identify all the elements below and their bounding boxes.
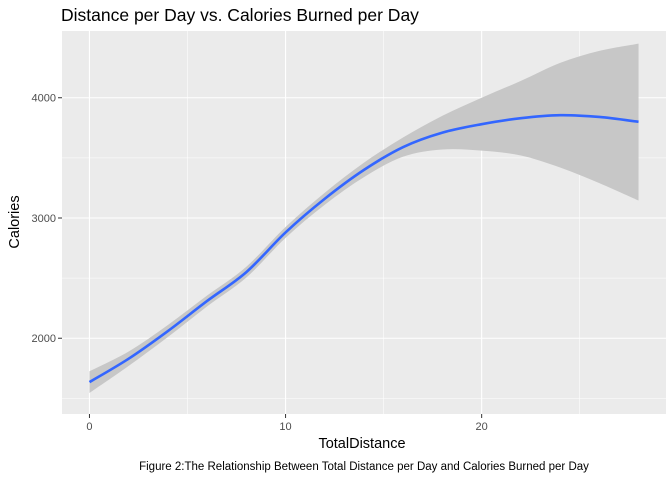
x-axis-label: TotalDistance xyxy=(318,436,405,452)
x-tick-label: 10 xyxy=(279,421,291,433)
chart-title: Distance per Day vs. Calories Burned per… xyxy=(61,5,419,25)
figure-caption: Figure 2:The Relationship Between Total … xyxy=(139,461,589,473)
smooth-line xyxy=(88,113,639,384)
y-axis-ticks: 2000 3000 4000 xyxy=(32,93,62,345)
y-tick-label: 3000 xyxy=(32,213,56,225)
confidence-band xyxy=(89,43,639,393)
x-tick-label: 20 xyxy=(476,421,488,433)
x-axis-ticks: 0 10 20 xyxy=(86,414,488,433)
y-axis-label: Calories xyxy=(7,195,23,248)
y-tick-label: 2000 xyxy=(32,333,56,345)
x-tick-label: 0 xyxy=(86,421,92,433)
y-tick-label: 4000 xyxy=(32,93,56,105)
